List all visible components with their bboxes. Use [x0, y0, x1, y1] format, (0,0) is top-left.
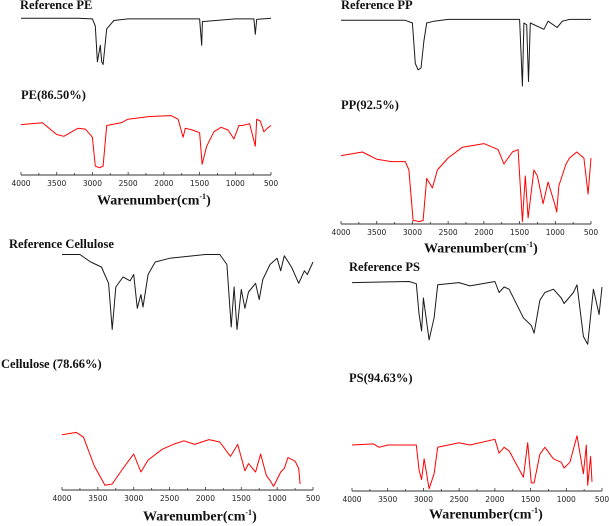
x-tick-label: 1500: [510, 228, 529, 237]
panel-pp: Reference PP PP(92.5%) 4000 3500 3000 2500 2…: [0, 0, 609, 260]
x-tick-label: 2000: [485, 495, 504, 504]
x-tick-label: 2500: [160, 494, 179, 503]
reference-spectrum-line: [341, 18, 591, 87]
x-tick-label: 500: [306, 494, 321, 503]
x-tick-label: 3000: [83, 179, 102, 188]
x-tick-label: 1500: [232, 494, 251, 503]
x-tick-label: 1000: [546, 228, 565, 237]
reference-spectrum-line: [62, 254, 314, 330]
x-tick-label: 500: [264, 179, 279, 188]
sample-pe-title: PE(86.50%): [21, 88, 86, 102]
x-tick-label: 3000: [414, 495, 433, 504]
x-tick-label: 2500: [119, 179, 138, 188]
x-tick-label: 4000: [11, 179, 30, 188]
ps-x-axis-label: Warenumber(cm-1): [429, 506, 543, 523]
x-tick-label: 3500: [378, 495, 397, 504]
reference-spectrum-line: [351, 281, 603, 345]
x-tick-label: 2500: [450, 495, 469, 504]
x-tick-label: 2000: [196, 494, 215, 503]
panel-cellulose: Reference Cellulose Cellulose (78.66%) 4…: [1, 237, 321, 525]
x-tick-label: 3500: [367, 228, 386, 237]
x-tick-label: 4000: [52, 494, 71, 503]
x-tick-label: 3000: [124, 494, 143, 503]
x-tick-label: 2500: [439, 228, 458, 237]
sample-pp-title: PP(92.5%): [341, 98, 399, 112]
pe-spectrum-plot: 4000 3500 3000 2500 2000 1500 1000 500: [11, 17, 279, 188]
cellulose-x-axis-label: Warenumber(cm-1): [143, 508, 257, 525]
x-tick-label: 1000: [226, 179, 245, 188]
x-tick-label: 4000: [342, 495, 361, 504]
x-tick-label: 3500: [88, 494, 107, 503]
reference-spectrum-line: [21, 17, 272, 65]
cellulose-spectrum-plot: 4000 3500 3000 2500 2000 1500 1000 500: [52, 254, 321, 503]
reference-ps-title: Reference PS: [349, 260, 420, 274]
sample-spectrum-line: [61, 431, 301, 487]
reference-pp-title: Reference PP: [341, 0, 413, 12]
pp-spectrum-plot: 4000 3500 3000 2500 2000 1500 1000 500: [331, 18, 599, 237]
reference-cellulose-title: Reference Cellulose: [9, 237, 114, 251]
x-tick-label: 1000: [557, 495, 576, 504]
x-tick-label: 2000: [154, 179, 173, 188]
sample-spectrum-line: [351, 435, 593, 490]
x-tick-label: 1500: [190, 179, 209, 188]
sample-spectrum-line: [340, 143, 592, 223]
x-tick-label: 2000: [474, 228, 493, 237]
x-tick-label: 500: [595, 495, 609, 504]
x-tick-label: 3500: [47, 179, 66, 188]
x-tick-label: 1500: [521, 495, 540, 504]
sample-cellulose-title: Cellulose (78.66%): [1, 357, 102, 371]
x-tick-label: 4000: [331, 228, 350, 237]
x-tick-label: 3000: [403, 228, 422, 237]
reference-pe-title: Reference PE: [20, 0, 93, 12]
pp-x-axis-label: Warenumber(cm-1): [424, 240, 538, 257]
x-tick-label: 1000: [268, 494, 287, 503]
sample-ps-title: PS(94.63%): [349, 371, 413, 385]
sample-spectrum-line: [20, 115, 272, 169]
x-tick-label: 500: [584, 228, 599, 237]
pe-x-axis-label: Warenumber(cm-1): [97, 192, 211, 209]
panel-pe: Reference PE PE(86.50%) 4000 3500 3000 2500…: [0, 0, 300, 220]
